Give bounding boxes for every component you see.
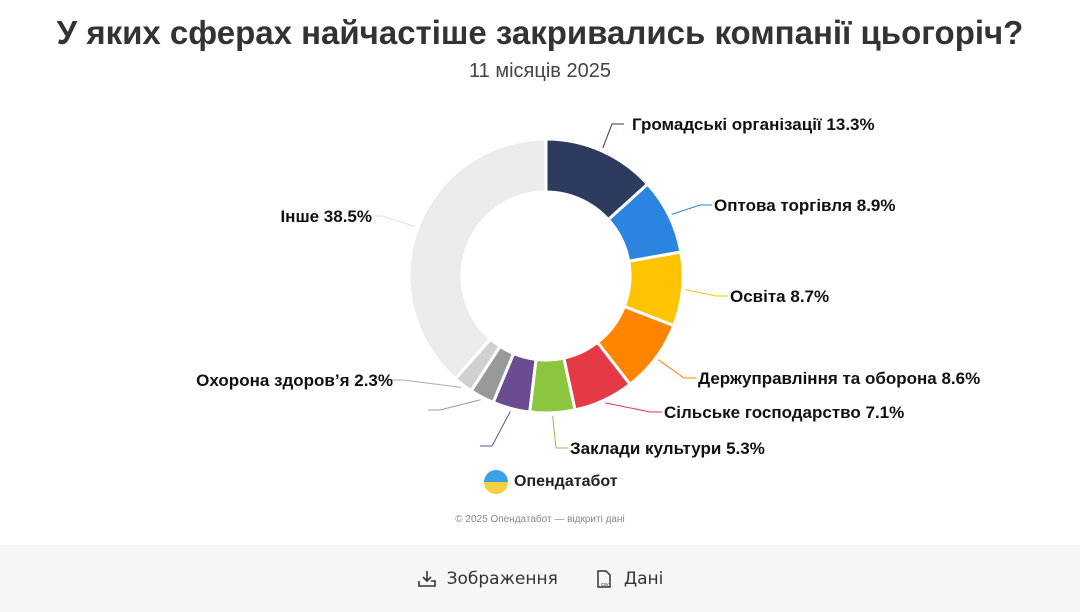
slice-label-name: Інше: [280, 207, 323, 226]
donut-slice[interactable]: [407, 137, 548, 381]
slice-label: Охорона здоров’я 2.3%: [196, 371, 393, 390]
slice-label-name: Держуправління та оборона: [698, 369, 941, 388]
slice-label-value: 13.3%: [826, 115, 874, 134]
slice-label-value: 5.3%: [726, 439, 765, 458]
svg-text:csv: csv: [601, 582, 609, 588]
download-icon: [417, 570, 436, 587]
download-image-button[interactable]: Зображення: [417, 569, 558, 589]
leader-line: [480, 411, 511, 447]
slice-label: Освіта 8.7%: [730, 287, 829, 306]
download-image-label: Зображення: [446, 568, 558, 589]
leader-line: [370, 215, 416, 227]
slice-label: Оптова торгівля 8.9%: [714, 196, 895, 215]
slice-label-value: 8.6%: [941, 369, 980, 388]
slice-label-name: Оптова торгівля: [714, 196, 857, 215]
slice-label-value: 8.9%: [857, 196, 896, 215]
leader-line: [657, 359, 696, 379]
footer-bar: Зображення csv Дані: [0, 545, 1080, 612]
slice-label: Держуправління та оборона 8.6%: [698, 369, 980, 388]
slice-label-value: 8.7%: [790, 287, 829, 306]
slice-label: Сільське господарство 7.1%: [664, 403, 904, 422]
donut-chart: Громадські організації 13.3% Оптова торгі…: [196, 115, 980, 458]
slice-label-name: Охорона здоров’я: [196, 371, 354, 390]
slice-label-value: 38.5%: [324, 207, 372, 226]
csv-file-icon: csv: [597, 569, 611, 588]
opendatabot-logo: Опендатабот: [484, 470, 618, 494]
slice-label-value: 7.1%: [866, 403, 905, 422]
copyright: © 2025 Опендатабот — відкриті дані: [455, 514, 625, 525]
slice-label: Заклади культури 5.3%: [570, 439, 765, 458]
download-data-label: Дані: [623, 568, 664, 589]
slice-label-name: Сільське господарство: [664, 403, 866, 422]
logo-text: Опендатабот: [514, 473, 618, 490]
leader-line: [428, 399, 481, 411]
leader-line: [391, 379, 462, 388]
leader-line: [602, 123, 624, 149]
logo-icon: [484, 470, 508, 494]
slice-label: Громадські організації 13.3%: [632, 115, 875, 134]
slice-label-name: Освіта: [730, 287, 790, 306]
slice-label-name: Заклади культури: [570, 439, 726, 458]
chart-subtitle: 11 місяців 2025: [469, 60, 611, 82]
leader-line: [685, 289, 728, 297]
slice-label-name: Громадські організації: [632, 115, 826, 134]
slice-label: Інше 38.5%: [280, 207, 372, 226]
chart-title: У яких сферах найчастіше закривались ком…: [56, 14, 1024, 51]
slice-label-value: 2.3%: [354, 371, 393, 390]
leader-line: [671, 204, 712, 215]
leader-line: [552, 415, 568, 449]
leader-line: [605, 402, 662, 413]
download-data-button[interactable]: csv Дані: [594, 568, 664, 589]
